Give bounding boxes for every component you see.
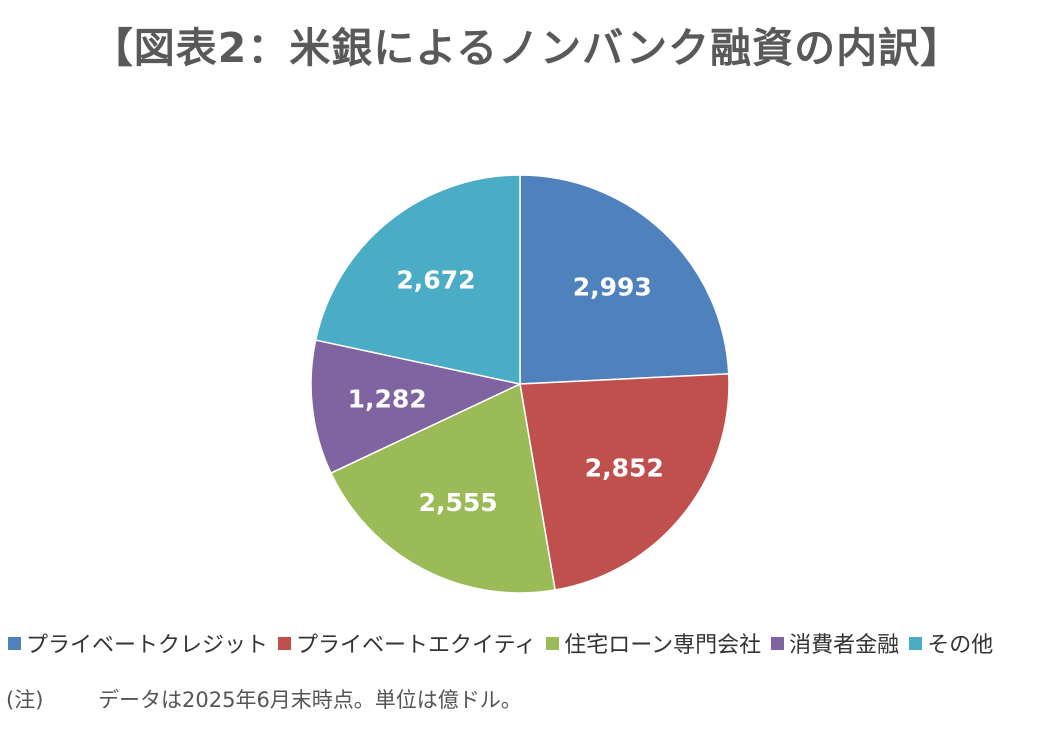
chart-title: 【図表2：米銀によるノンバンク融資の内訳】 <box>91 24 963 72</box>
legend-item-private-credit: プライベートクレジット <box>8 627 268 659</box>
legend-swatch <box>546 636 560 650</box>
pie-slice-private-credit <box>519 174 730 385</box>
chart-legend: プライベートクレジット プライベートエクイティ 住宅ローン専門会社 消費者金融 その他 <box>8 626 1003 660</box>
pie-chart: 2,993 2,852 2,555 1,282 2,672 <box>310 174 730 594</box>
footnote-prefix: (注) <box>6 688 44 712</box>
pie-data-labels: 2,993 2,852 2,555 1,282 2,672 <box>348 265 664 517</box>
pie-slices <box>310 174 730 594</box>
data-label-consumer-finance: 1,282 <box>348 385 427 414</box>
data-label-mortgage-company: 2,555 <box>419 488 498 517</box>
legend-item-consumer-finance: 消費者金融 <box>771 627 899 659</box>
pie-slice-other <box>314 174 521 385</box>
legend-label: プライベートクレジット <box>26 633 269 658</box>
legend-item-other: その他 <box>909 627 993 659</box>
chart-footnote: (注) データは2025年6月末時点。単位は億ドル。 <box>6 684 522 714</box>
legend-swatch <box>278 636 292 650</box>
legend-label: その他 <box>927 633 994 658</box>
data-label-private-equity: 2,852 <box>585 453 664 482</box>
legend-label: 住宅ローン専門会社 <box>564 633 762 658</box>
footnote-text: データは2025年6月末時点。単位は億ドル。 <box>98 688 522 712</box>
pie-slice-private-equity <box>519 373 730 591</box>
legend-label: プライベートエクイティ <box>296 633 537 658</box>
legend-swatch <box>909 636 923 650</box>
legend-item-private-equity: プライベートエクイティ <box>278 627 536 659</box>
data-label-other: 2,672 <box>396 265 475 294</box>
legend-swatch <box>771 636 785 650</box>
legend-swatch <box>8 636 21 650</box>
pie-slice-mortgage-company <box>329 382 556 594</box>
legend-label: 消費者金融 <box>789 633 900 658</box>
data-label-private-credit: 2,993 <box>573 273 652 302</box>
legend-item-mortgage-company: 住宅ローン専門会社 <box>546 627 761 659</box>
